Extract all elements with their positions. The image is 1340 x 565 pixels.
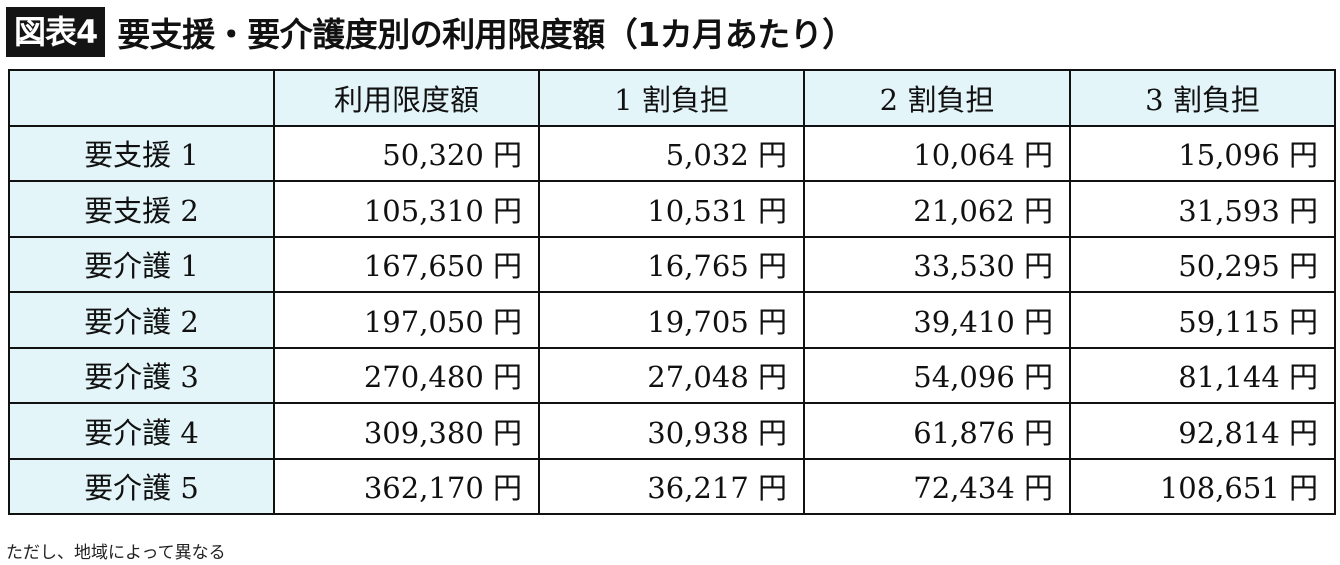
footnote: ただし、地域によって異なる: [6, 543, 226, 563]
copay-20pct-cell: 39,410 円: [803, 291, 1071, 349]
copay-10pct-cell: 19,705 円: [538, 291, 805, 349]
row-label: 要介護 3: [8, 346, 275, 404]
copay-20pct-cell: 21,062 円: [803, 180, 1071, 238]
copay-30pct-cell: 92,814 円: [1069, 402, 1336, 460]
figure-title: 要支援・要介護度別の利用限度額（1カ月あたり）: [117, 15, 855, 54]
copay-10pct-cell: 16,765 円: [538, 235, 805, 293]
row-label: 要介護 1: [8, 235, 275, 293]
copay-20pct-cell: 33,530 円: [803, 235, 1071, 293]
copay-10pct-cell: 36,217 円: [538, 457, 805, 515]
table-row: 要介護 4 309,380 円 30,938 円 61,876 円 92,814…: [8, 402, 1336, 460]
row-label: 要介護 5: [8, 457, 275, 515]
copay-10pct-cell: 5,032 円: [538, 124, 805, 182]
copay-20pct-cell: 61,876 円: [803, 402, 1071, 460]
limit-cell: 105,310 円: [273, 180, 540, 238]
copay-20pct-cell: 10,064 円: [803, 124, 1071, 182]
table-row: 要介護 5 362,170 円 36,217 円 72,434 円 108,65…: [8, 457, 1336, 515]
copay-30pct-cell: 31,593 円: [1069, 180, 1336, 238]
table-header-row: 利用限度額 1 割負担 2 割負担 3 割負担: [8, 69, 1336, 127]
column-header-10pct: 1 割負担: [538, 69, 805, 127]
corner-cell: [8, 69, 275, 127]
figure-number-badge: 図表4: [6, 7, 106, 57]
limit-cell: 362,170 円: [273, 457, 540, 515]
copay-10pct-cell: 30,938 円: [538, 402, 805, 460]
copay-10pct-cell: 27,048 円: [538, 346, 805, 404]
table-row: 要介護 1 167,650 円 16,765 円 33,530 円 50,295…: [8, 235, 1336, 293]
table-row: 要介護 3 270,480 円 27,048 円 54,096 円 81,144…: [8, 346, 1336, 404]
row-label: 要支援 1: [8, 124, 275, 182]
table-row: 要介護 2 197,050 円 19,705 円 39,410 円 59,115…: [8, 291, 1336, 349]
limit-cell: 50,320 円: [273, 124, 540, 182]
copay-20pct-cell: 72,434 円: [803, 457, 1071, 515]
limit-cell: 309,380 円: [273, 402, 540, 460]
limit-cell: 167,650 円: [273, 235, 540, 293]
limit-cell: 270,480 円: [273, 346, 540, 404]
table-row: 要支援 2 105,310 円 10,531 円 21,062 円 31,593…: [8, 180, 1336, 238]
row-label: 要介護 2: [8, 291, 275, 349]
column-header-20pct: 2 割負担: [803, 69, 1071, 127]
limit-cell: 197,050 円: [273, 291, 540, 349]
copay-30pct-cell: 108,651 円: [1069, 457, 1336, 515]
copay-30pct-cell: 15,096 円: [1069, 124, 1336, 182]
row-label: 要介護 4: [8, 402, 275, 460]
usage-limit-table: 利用限度額 1 割負担 2 割負担 3 割負担 要支援 1 50,320 円 5…: [8, 69, 1336, 515]
column-header-limit: 利用限度額: [273, 69, 540, 127]
table-row: 要支援 1 50,320 円 5,032 円 10,064 円 15,096 円: [8, 124, 1336, 182]
row-label: 要支援 2: [8, 180, 275, 238]
column-header-30pct: 3 割負担: [1069, 69, 1336, 127]
copay-30pct-cell: 59,115 円: [1069, 291, 1336, 349]
figure-header: 図表4 要支援・要介護度別の利用限度額（1カ月あたり）: [6, 6, 855, 58]
copay-20pct-cell: 54,096 円: [803, 346, 1071, 404]
copay-30pct-cell: 81,144 円: [1069, 346, 1336, 404]
copay-10pct-cell: 10,531 円: [538, 180, 805, 238]
copay-30pct-cell: 50,295 円: [1069, 235, 1336, 293]
